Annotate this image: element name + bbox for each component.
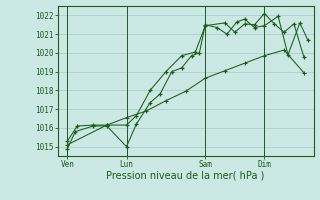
X-axis label: Pression niveau de la mer( hPa ): Pression niveau de la mer( hPa )	[107, 171, 265, 181]
